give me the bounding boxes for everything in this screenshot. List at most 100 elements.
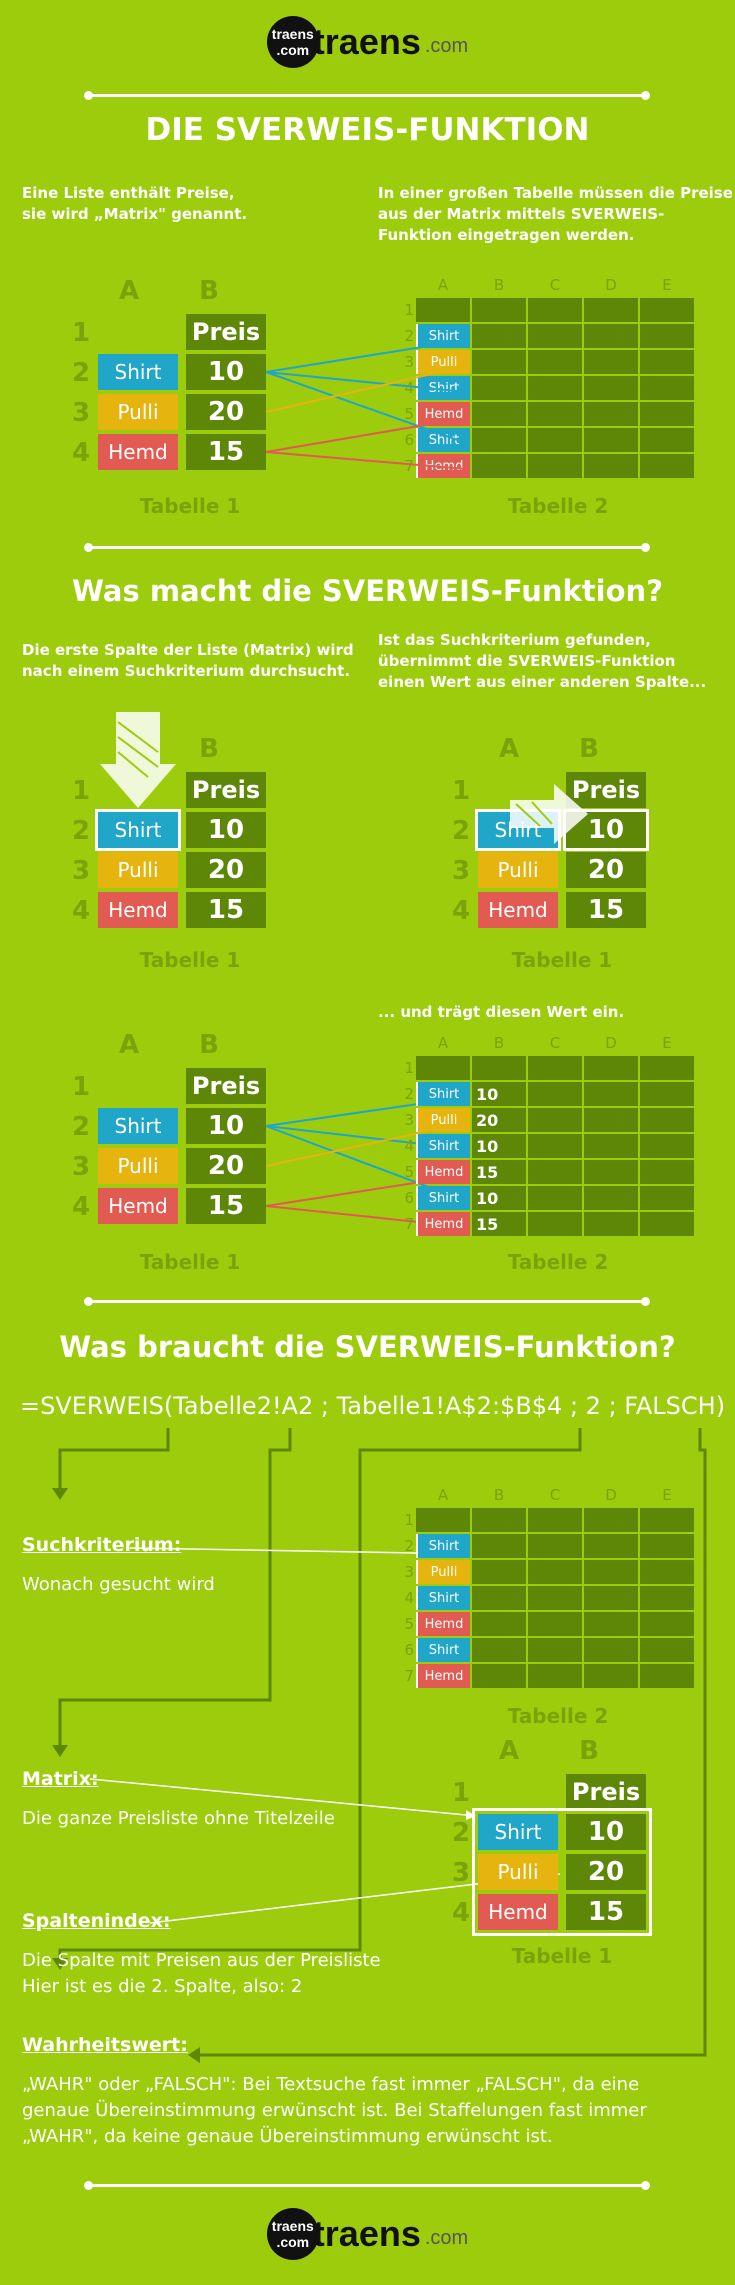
- grid-cell: [472, 1612, 526, 1636]
- grid-cell: [528, 1160, 582, 1184]
- price-value: 20: [186, 1148, 266, 1184]
- table1-caption: Tabelle 1: [139, 1250, 241, 1274]
- section1-left-text: Eine Liste enthält Preise, sie wird „Matr…: [22, 184, 248, 223]
- col-b-header: B: [199, 734, 219, 764]
- grid-row-number: 5: [404, 1615, 414, 1633]
- grid-item-pulli: Pulli: [416, 1108, 470, 1132]
- row-number: 1: [71, 776, 91, 806]
- item-hemd: Hemd: [98, 1188, 178, 1224]
- grid-cell: [472, 1056, 526, 1080]
- row-number: 3: [71, 398, 91, 428]
- grid-cell: [472, 1212, 526, 1236]
- grid-cell: [640, 428, 694, 452]
- grid-cell: [640, 1534, 694, 1558]
- price-value: 15: [566, 1894, 646, 1930]
- grid-value: 10: [476, 1084, 499, 1104]
- grid-cell: [640, 350, 694, 374]
- grid-cell: [472, 1134, 526, 1158]
- grid-col-header: C: [549, 276, 561, 294]
- grid-cell: [472, 428, 526, 452]
- price-header: Preis: [566, 1774, 646, 1810]
- row-number: 2: [451, 1818, 471, 1848]
- grid-cell: [584, 1212, 638, 1236]
- col-b-header: B: [199, 1030, 219, 1060]
- item-pulli: Pulli: [98, 394, 178, 430]
- col-a-header: A: [498, 734, 520, 764]
- grid-cell: [472, 1560, 526, 1584]
- grid-cell: [640, 1212, 694, 1236]
- separator: [84, 2181, 650, 2190]
- grid-cell: [472, 402, 526, 426]
- grid-cell: [472, 1664, 526, 1688]
- grid-row-number: 6: [404, 431, 414, 449]
- grid-item-shirt: Shirt: [416, 1586, 470, 1610]
- grid-cell: [640, 1612, 694, 1636]
- table2-grid-filled: A B C D E 1 2 Shirt 10 3 Pulli 20 4 Shirt 10 5 Hemd 15 6 Sh…: [400, 1034, 694, 1244]
- item-hemd: Hemd: [98, 434, 178, 470]
- grid-col-header: A: [437, 276, 449, 294]
- row-number: 3: [451, 856, 471, 886]
- grid-cell: [528, 1612, 582, 1636]
- table1-matrix-highlight: A B 1 2 3 4 Preis Shirt Pulli Hemd 10 20…: [452, 1732, 660, 1936]
- formula: =SVERWEIS(Tabelle2!A2 ; Tabelle1!A$2:$B$…: [20, 1392, 726, 1420]
- grid-cell: [640, 1664, 694, 1688]
- table2-caption: Tabelle 2: [507, 1704, 609, 1728]
- grid-cell: [584, 1160, 638, 1184]
- grid-item-hemd: Hemd: [416, 1212, 470, 1236]
- grid-cell: [528, 1560, 582, 1584]
- price-value: 10: [566, 1814, 646, 1850]
- table1-caption: Tabelle 1: [139, 494, 241, 518]
- price-value: 20: [186, 852, 266, 888]
- grid-cell: [640, 1056, 694, 1080]
- grid-value: 15: [476, 1214, 499, 1234]
- grid-col-header: E: [662, 1486, 672, 1504]
- section3-title: Was braucht die SVERWEIS-Funktion?: [59, 1330, 676, 1364]
- param-matrix: Matrix: Die ganze Preisliste ohne Titelz…: [22, 1768, 335, 1829]
- logo-badge: traens .com: [266, 2208, 319, 2260]
- item-shirt-highlighted: Shirt: [95, 809, 181, 851]
- grid-value: 10: [476, 1188, 499, 1208]
- grid-cell: [472, 324, 526, 348]
- col-a-header: A: [498, 1736, 520, 1766]
- grid-cell: [584, 298, 638, 322]
- row-number: 4: [71, 896, 91, 926]
- grid-item-hemd: Hemd: [416, 1160, 470, 1184]
- row-number: 2: [71, 1112, 91, 1142]
- logo-bottom: traens .com traens .com: [0, 2208, 735, 2260]
- grid-row-number: 2: [404, 1085, 414, 1103]
- grid-cell: [528, 428, 582, 452]
- row-number: 4: [451, 896, 471, 926]
- grid-cell: [528, 1664, 582, 1688]
- grid-row-number: 7: [404, 1215, 414, 1233]
- grid-row-number: 4: [404, 1137, 414, 1155]
- grid-row-number: 3: [404, 1111, 414, 1129]
- grid-cell: [528, 1212, 582, 1236]
- price-header: Preis: [186, 314, 266, 350]
- grid-item-pulli: Pulli: [416, 1560, 470, 1584]
- grid-value: 15: [476, 1162, 499, 1182]
- grid-item-shirt: Shirt: [416, 1082, 470, 1106]
- grid-cell: [528, 402, 582, 426]
- grid-value: 10: [476, 1136, 499, 1156]
- grid-row-number: 5: [404, 1163, 414, 1181]
- col-b-header: B: [199, 276, 219, 306]
- grid-col-header: A: [437, 1486, 449, 1504]
- grid-cell: [584, 1612, 638, 1636]
- grid-row-number: 7: [404, 1667, 414, 1685]
- grid-item-shirt: Shirt: [416, 1186, 470, 1210]
- grid-col-header: D: [605, 1486, 617, 1504]
- row-number: 1: [451, 776, 471, 806]
- grid-cell: [584, 454, 638, 478]
- grid-row-number: 5: [404, 405, 414, 423]
- row-number: 2: [451, 816, 471, 846]
- grid-row-number: 4: [404, 1589, 414, 1607]
- price-value: 15: [186, 1188, 266, 1224]
- row-number: 3: [451, 1858, 471, 1888]
- grid-cell: [640, 1638, 694, 1662]
- grid-row-number: 3: [404, 353, 414, 371]
- grid-cell: [472, 454, 526, 478]
- price-value: 10: [186, 1108, 266, 1144]
- grid-cell: [640, 1134, 694, 1158]
- row-number: 4: [451, 1898, 471, 1928]
- price-value: 10: [186, 812, 266, 848]
